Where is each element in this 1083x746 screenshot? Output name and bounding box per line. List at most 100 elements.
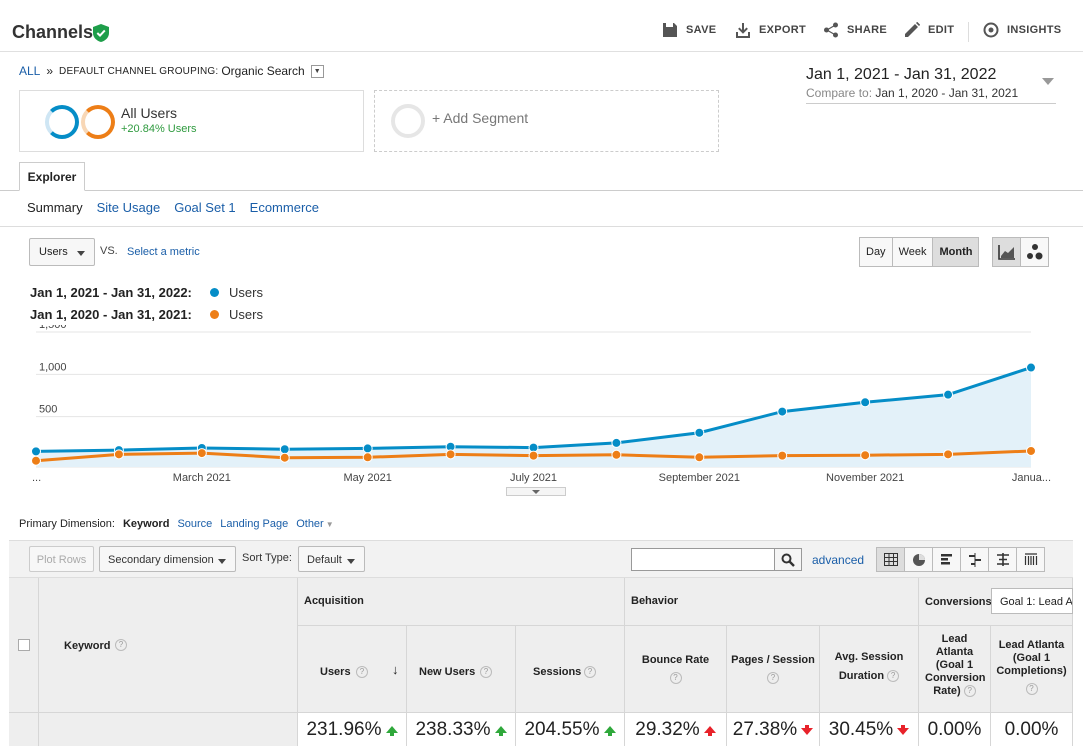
help-icon: ? bbox=[669, 672, 682, 684]
total-new-users-value: 238.33% bbox=[415, 718, 491, 740]
subtab-summary[interactable]: Summary bbox=[27, 200, 83, 215]
comparison-view-button[interactable] bbox=[960, 547, 989, 572]
group-conversions: Conversions Goal 1: Lead At bbox=[919, 578, 1073, 626]
pivot-view-button[interactable] bbox=[1016, 547, 1045, 572]
segment-all-users[interactable]: All Users +20.84% Users bbox=[19, 90, 364, 152]
pie-view-button[interactable] bbox=[904, 547, 933, 572]
advanced-filter-link[interactable]: advanced bbox=[812, 553, 865, 567]
total-pages-session: 27.38% bbox=[727, 713, 820, 746]
plot-rows-button[interactable]: Plot Rows bbox=[29, 546, 94, 572]
data-point-previous bbox=[528, 450, 539, 461]
tab-explorer[interactable]: Explorer bbox=[19, 162, 85, 191]
edit-button[interactable]: EDIT bbox=[904, 22, 954, 38]
export-icon bbox=[736, 23, 750, 38]
grid-icon bbox=[883, 553, 898, 566]
segment-placeholder-ring-icon bbox=[391, 104, 425, 138]
insights-button[interactable]: INSIGHTS bbox=[983, 22, 1061, 38]
help-icon: ? bbox=[584, 666, 596, 678]
users-line-chart: 1,500 1,000 500... March 2021 May 2021 July 2… bbox=[31, 325, 1051, 484]
x-tick-label: November 2021 bbox=[826, 472, 904, 484]
group-behavior-label: Behavior bbox=[631, 595, 679, 607]
term-cloud-view-button[interactable] bbox=[988, 547, 1017, 572]
date-range-picker[interactable]: Jan 1, 2021 - Jan 31, 2022 Compare to: J… bbox=[806, 66, 1056, 104]
col-bounce-rate[interactable]: Bounce Rate ? bbox=[625, 626, 727, 713]
goal-select[interactable]: Goal 1: Lead At bbox=[991, 588, 1073, 614]
select-all-checkbox[interactable] bbox=[18, 639, 30, 651]
secondary-dimension-select[interactable]: Secondary dimension bbox=[99, 546, 236, 572]
table-search-button[interactable] bbox=[774, 548, 802, 571]
y-tick-label: 500 bbox=[39, 404, 57, 416]
sort-type-select[interactable]: Default bbox=[298, 546, 365, 572]
pencil-icon bbox=[905, 22, 920, 37]
total-sessions: 204.55% bbox=[516, 713, 625, 746]
collapse-caret-icon bbox=[532, 490, 540, 494]
toolbar-divider bbox=[968, 22, 969, 42]
select-metric-link[interactable]: Select a metric bbox=[127, 246, 200, 258]
data-point-current bbox=[777, 406, 788, 417]
share-button[interactable]: SHARE bbox=[823, 22, 887, 38]
col-new-users[interactable]: New Users ? bbox=[407, 626, 516, 713]
group-acquisition: Acquisition bbox=[298, 578, 625, 626]
chart-collapse-handle[interactable] bbox=[506, 487, 566, 496]
compare-value: Jan 1, 2020 - Jan 31, 2021 bbox=[875, 86, 1019, 100]
legend-orange-dot-icon bbox=[210, 310, 219, 319]
col-sessions[interactable]: Sessions ? bbox=[516, 626, 625, 713]
table-search-input[interactable] bbox=[631, 548, 775, 571]
data-point-previous bbox=[279, 452, 290, 463]
add-segment-button[interactable]: + Add Segment bbox=[374, 90, 719, 152]
breadcrumb-all-link[interactable]: ALL bbox=[19, 64, 41, 78]
granularity-week-button[interactable]: Week bbox=[891, 237, 934, 267]
data-point-previous bbox=[694, 452, 705, 463]
page-title: Channels bbox=[12, 22, 94, 42]
col-goal-conversion-rate[interactable]: Lead Atlanta (Goal 1 Conversion Rate) ? bbox=[919, 626, 991, 713]
x-tick-label: May 2021 bbox=[344, 472, 392, 484]
data-point-previous bbox=[860, 450, 871, 461]
export-button[interactable]: EXPORT bbox=[735, 22, 806, 38]
data-point-previous bbox=[362, 452, 373, 463]
dimension-source[interactable]: Source bbox=[177, 518, 213, 530]
col-users-label: Users bbox=[320, 666, 351, 678]
sort-type-value: Default bbox=[307, 554, 342, 566]
data-point-current bbox=[943, 389, 954, 400]
col-avg-session-duration-label: Avg. Session Duration bbox=[834, 651, 904, 682]
granularity-month-button[interactable]: Month bbox=[932, 237, 980, 267]
dimension-landing-page[interactable]: Landing Page bbox=[220, 518, 289, 530]
col-users[interactable]: Users ? ↓ bbox=[298, 626, 407, 713]
total-users-value: 231.96% bbox=[306, 718, 382, 740]
y-tick-label: 1,000 bbox=[39, 361, 67, 373]
col-pages-session[interactable]: Pages / Session ? bbox=[727, 626, 820, 713]
export-label: EXPORT bbox=[759, 24, 807, 36]
data-table-view-button[interactable] bbox=[876, 547, 905, 572]
vs-label: VS. bbox=[100, 245, 118, 257]
data-point-current bbox=[694, 427, 705, 438]
col-new-users-label: New Users bbox=[419, 666, 476, 678]
bubble-chart-icon bbox=[1026, 244, 1042, 260]
motion-chart-button[interactable] bbox=[1020, 237, 1049, 267]
subtab-site-usage[interactable]: Site Usage bbox=[96, 200, 161, 215]
line-chart-button[interactable] bbox=[992, 237, 1021, 267]
data-point-previous bbox=[1026, 445, 1036, 456]
dimension-keyword[interactable]: Keyword bbox=[122, 518, 170, 530]
metric-select[interactable]: Users bbox=[29, 238, 95, 266]
data-point-current bbox=[362, 443, 373, 454]
granularity-day-button[interactable]: Day bbox=[859, 237, 893, 267]
col-avg-session-duration[interactable]: Avg. Session Duration ? bbox=[820, 626, 919, 713]
breadcrumb-separator: » bbox=[46, 64, 54, 78]
subtab-goal-set-1[interactable]: Goal Set 1 bbox=[174, 200, 236, 215]
help-icon: ? bbox=[356, 666, 368, 678]
keyword-header[interactable]: Keyword ? bbox=[39, 578, 298, 713]
performance-view-button[interactable] bbox=[932, 547, 961, 572]
subtab-ecommerce[interactable]: Ecommerce bbox=[249, 200, 320, 215]
bar-list-icon bbox=[940, 554, 952, 565]
breadcrumb-dropdown-button[interactable]: ▼ bbox=[310, 64, 324, 78]
segment-name: All Users bbox=[121, 105, 178, 121]
save-button[interactable]: SAVE bbox=[662, 22, 716, 38]
col-goal-completions[interactable]: Lead Atlanta (Goal 1 Completions) ? bbox=[991, 626, 1073, 713]
data-point-current bbox=[1026, 362, 1036, 373]
col-goal-completions-label: Lead Atlanta (Goal 1 Completions) bbox=[996, 639, 1067, 677]
dimension-other[interactable]: Other bbox=[296, 518, 324, 530]
comparison-icon bbox=[968, 552, 981, 567]
tab-divider bbox=[0, 190, 1083, 191]
secondary-dimension-label: Secondary dimension bbox=[108, 554, 214, 566]
col-bounce-rate-label: Bounce Rate bbox=[641, 654, 710, 666]
